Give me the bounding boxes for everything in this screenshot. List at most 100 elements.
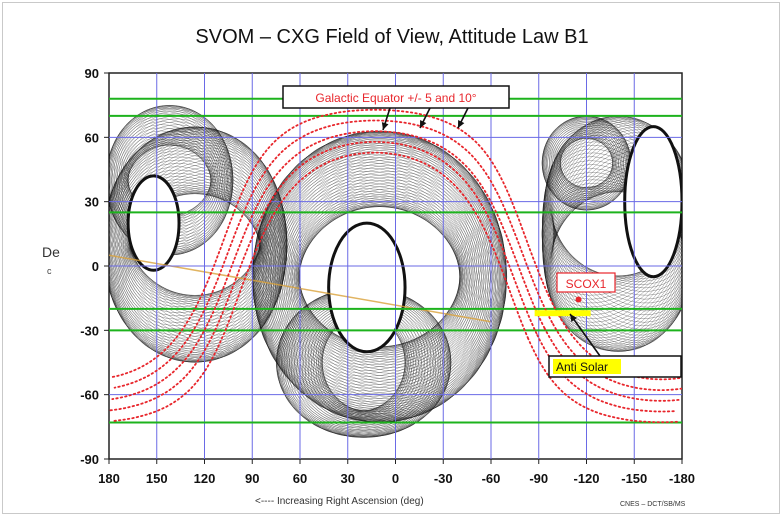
fov-hole-left	[126, 174, 181, 272]
fov-trace	[274, 164, 485, 389]
galactic-band-segment	[543, 327, 680, 402]
fov-trace	[558, 135, 615, 191]
galactic-band-segment	[111, 130, 546, 400]
y-tick-label: -30	[80, 323, 99, 338]
x-tick-label: -150	[621, 471, 647, 486]
fov-trace	[545, 120, 628, 206]
fov-trace	[293, 196, 466, 358]
x-tick-label: -60	[482, 471, 501, 486]
galactic-band	[113, 119, 682, 391]
arrow-shaft	[569, 313, 601, 357]
fov-trace	[282, 176, 478, 377]
galactic-band	[111, 130, 680, 402]
fov-trace	[552, 128, 621, 198]
fov-trace	[286, 294, 442, 431]
arrow-head	[570, 314, 578, 322]
fov-trace	[287, 185, 472, 368]
galactic-arrow-3	[457, 107, 469, 129]
fov-trace	[557, 134, 616, 192]
galactic-band-segment	[113, 151, 529, 422]
anti-solar-highlight	[553, 359, 621, 374]
credit-text: CNES – DCT/SB/MS	[620, 501, 686, 508]
fov-trace	[544, 119, 629, 207]
fov-trace	[118, 163, 271, 326]
fov-trace	[122, 133, 217, 227]
fov-trace	[127, 143, 212, 217]
fov-trace	[545, 135, 682, 333]
fov-trace	[550, 126, 623, 200]
y-axis-label: De	[42, 244, 60, 260]
fov-trace	[276, 167, 483, 386]
x-tick-label: 90	[245, 471, 259, 486]
fov-patch-center	[252, 130, 508, 423]
scox1-marker	[575, 296, 582, 303]
fov-trace	[304, 305, 423, 420]
fov-trace	[296, 300, 431, 425]
fov-trace	[552, 128, 621, 198]
fov-trace	[557, 134, 616, 192]
galactic-band	[109, 141, 675, 413]
fov-trace	[109, 126, 288, 363]
fov-patch-right-upper	[541, 115, 632, 211]
y-tick-label: 60	[85, 130, 99, 145]
fov-trace	[260, 143, 499, 411]
fov-trace	[263, 146, 497, 407]
fov-trace	[252, 130, 508, 423]
fov-trace	[122, 173, 268, 317]
fov-trace	[541, 115, 682, 352]
scox1-label-box	[556, 272, 616, 293]
fov-trace	[554, 130, 619, 196]
arrow-head	[381, 122, 389, 130]
fov-trace	[280, 290, 447, 435]
x-tick-label: 150	[146, 471, 168, 486]
fov-trace	[267, 154, 492, 400]
fov-trace	[278, 171, 481, 383]
arrow-head	[458, 120, 465, 128]
fov-trace	[542, 118, 682, 350]
fov-trace	[288, 295, 439, 430]
x-tick-label: 30	[341, 471, 355, 486]
fov-trace	[296, 300, 431, 425]
fov-trace	[255, 136, 504, 418]
fov-trace	[116, 156, 274, 333]
fov-trace	[280, 173, 479, 380]
fov-trace	[294, 198, 465, 355]
x-tick-label: 180	[98, 471, 120, 486]
chart-title: SVOM – CXG Field of View, Attitude Law B…	[195, 26, 589, 48]
y-axis-label-fragment: c	[47, 266, 52, 276]
galactic-band	[110, 108, 681, 381]
fov-trace	[559, 137, 614, 189]
fov-trace	[127, 184, 263, 305]
fov-trace	[121, 169, 269, 320]
fov-trace	[278, 171, 481, 383]
fov-trace	[258, 141, 501, 413]
arrow-head	[420, 120, 427, 128]
y-tick-label: 90	[85, 66, 99, 81]
fov-trace	[555, 132, 618, 194]
fov-trace	[295, 200, 464, 354]
x-axis-label: <---- Increasing Right Ascension (deg)	[255, 496, 424, 507]
fov-trace	[291, 296, 437, 429]
fov-trace	[120, 166, 270, 323]
fov-trace	[302, 303, 426, 422]
fov-trace	[543, 117, 630, 209]
fov-trace	[277, 288, 451, 437]
anti-solar-label: Anti Solar	[556, 360, 608, 374]
galactic-band-segment	[113, 119, 553, 389]
scox1-label: SCOX1	[566, 277, 607, 291]
axis-ticks: 180 150 120 90 60 30 0 -30 -60 -90 -120 -150 -180 90 6…	[80, 66, 695, 486]
fov-trace	[271, 159, 488, 394]
galactic-arrow-2	[419, 107, 431, 129]
fov-trace	[125, 139, 214, 222]
fov-trace	[283, 179, 476, 374]
fov-trace	[308, 306, 420, 419]
fov-trace	[298, 205, 461, 349]
fov-trace	[304, 305, 423, 420]
fov-trace	[547, 122, 626, 204]
x-tick-label: -120	[573, 471, 599, 486]
fov-hole-center	[327, 221, 407, 354]
galactic-band-segment	[535, 332, 675, 413]
galactic-band-segment	[558, 315, 681, 381]
x-tick-label: 60	[293, 471, 307, 486]
fov-trace	[284, 292, 444, 433]
